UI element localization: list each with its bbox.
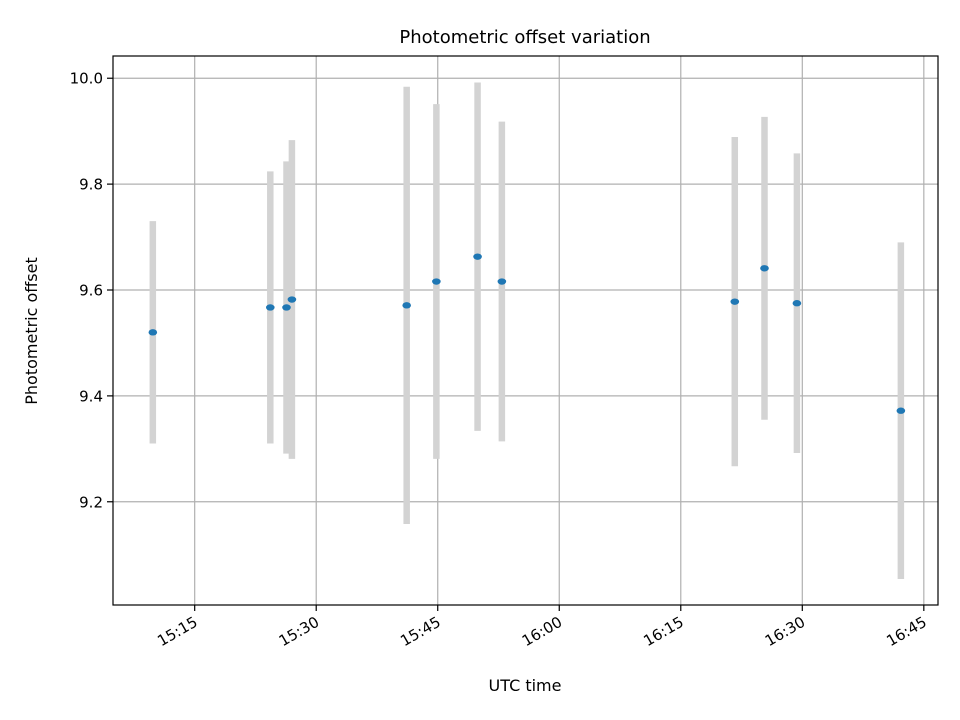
data-point [760, 265, 769, 272]
data-point [896, 407, 906, 414]
data-point [148, 329, 158, 336]
plot-frame [112, 55, 939, 606]
data-point [497, 278, 507, 285]
y-tick-label: 9.8 [79, 176, 103, 194]
data-point [473, 253, 482, 260]
data-points [148, 253, 906, 414]
y-tick-label: 9.4 [79, 387, 103, 405]
y-tick-label: 9.2 [79, 493, 103, 511]
data-point [432, 278, 441, 285]
y-axis-title: Photometric offset [22, 257, 41, 405]
data-point [402, 302, 411, 309]
data-point [730, 298, 740, 305]
y-tick-label: 10.0 [70, 70, 103, 88]
data-point [792, 300, 802, 307]
y-axis: 9.2 9.4 9.6 9.8 10.0 [70, 70, 113, 511]
data-point [287, 296, 297, 303]
data-point [266, 304, 275, 311]
y-tick-label: 9.6 [79, 282, 103, 300]
data-point [282, 304, 291, 311]
x-axis-title: UTC time [489, 676, 562, 695]
chart-title: Photometric offset variation [399, 27, 650, 48]
